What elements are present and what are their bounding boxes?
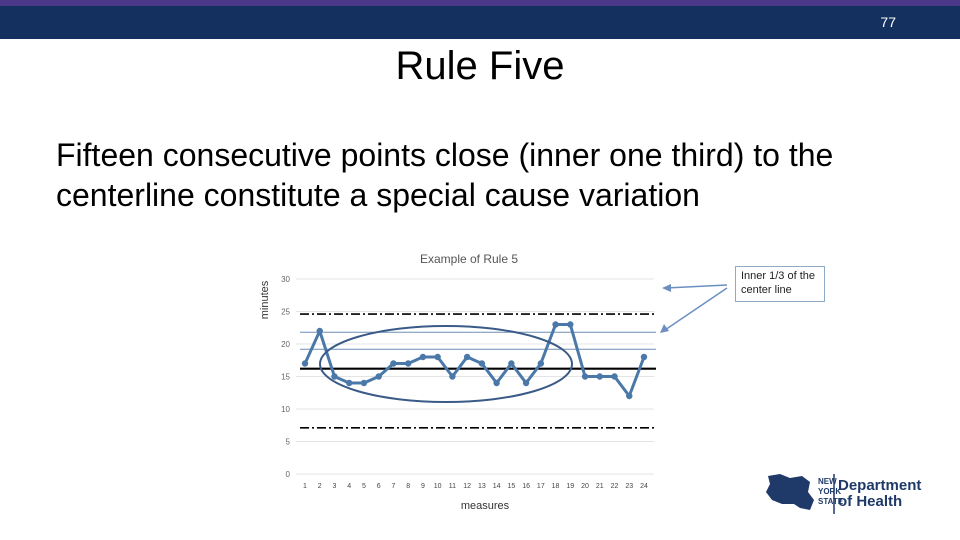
- x-tick-label: 13: [478, 483, 486, 490]
- data-point: [522, 379, 530, 387]
- x-tick-label: 21: [596, 483, 604, 490]
- series-line: [303, 323, 646, 398]
- x-tick-label: 5: [362, 483, 366, 490]
- data-point: [346, 379, 353, 387]
- x-tick-label: 11: [449, 483, 456, 490]
- x-tick-label: 15: [507, 483, 515, 490]
- data-point: [316, 327, 323, 335]
- y-tick-label: 10: [281, 405, 290, 414]
- x-tick-label: 9: [421, 483, 425, 490]
- data-point: [434, 353, 441, 361]
- data-point: [508, 360, 515, 367]
- x-tick-label: 8: [406, 483, 410, 490]
- data-point: [567, 321, 574, 328]
- x-tick-label: 23: [625, 483, 633, 490]
- nys-department-of-health-logo: NEW YORK STATE: [766, 474, 844, 514]
- x-tick-label: 4: [347, 483, 351, 490]
- data-point: [449, 373, 456, 380]
- highlight-ellipse: [319, 325, 573, 403]
- y-tick-label: 0: [286, 470, 291, 479]
- y-tick-label: 30: [281, 275, 290, 284]
- callout-arrow-lower: [661, 287, 728, 333]
- new-york-state-map-icon: [766, 474, 814, 510]
- y-tick-label: 5: [286, 438, 291, 447]
- x-tick-label: 1: [303, 483, 307, 490]
- data-point: [404, 360, 412, 367]
- data-point: [463, 353, 471, 361]
- x-tick-label: 22: [611, 483, 619, 490]
- x-axis-label: measures: [461, 500, 510, 512]
- x-tick-label: 2: [318, 483, 322, 490]
- data-point: [537, 360, 545, 367]
- y-tick-label: 20: [281, 340, 290, 349]
- chart-title: Example of Rule 5: [420, 252, 518, 266]
- y-tick-label: 15: [281, 373, 290, 382]
- x-tick-label: 12: [463, 483, 471, 490]
- x-tick-label: 17: [537, 483, 545, 490]
- slide-title: Rule Five: [395, 44, 565, 88]
- data-point: [640, 353, 648, 361]
- data-point: [626, 392, 633, 400]
- x-tick-label: 20: [581, 483, 589, 490]
- x-tick-label: 14: [493, 483, 501, 490]
- data-point: [390, 360, 397, 367]
- logo-york: YORK: [818, 487, 841, 496]
- x-tick-label: 18: [552, 483, 560, 490]
- inner-third-callout: Inner 1/3 of the center line: [735, 266, 825, 302]
- x-tick-label: 7: [391, 483, 395, 490]
- y-tick-label: 25: [281, 308, 290, 317]
- data-point: [419, 353, 427, 361]
- callout-arrowhead-upper: [662, 284, 671, 292]
- y-axis-label: minutes: [259, 280, 271, 319]
- data-point: [331, 373, 338, 380]
- logo-new: NEW: [818, 477, 837, 486]
- data-point: [611, 373, 618, 380]
- dept-line-1: Department: [838, 477, 922, 494]
- dept-line-2: of Health: [838, 493, 903, 510]
- data-point: [301, 360, 309, 367]
- x-tick-label: 19: [566, 483, 574, 490]
- callout-arrowhead-lower: [660, 324, 669, 333]
- x-tick-label: 16: [522, 483, 530, 490]
- department-of-health-text: Department of Health: [838, 478, 921, 510]
- slide-number: 77: [880, 14, 896, 30]
- data-point: [360, 379, 368, 387]
- top-accent-bar: [0, 0, 960, 6]
- data-point: [493, 379, 500, 387]
- data-point: [596, 373, 603, 380]
- logo-state: STATE: [818, 497, 844, 506]
- x-tick-label: 10: [434, 483, 442, 490]
- x-tick-label: 24: [640, 483, 648, 490]
- data-point: [552, 321, 559, 328]
- top-banner: 77: [0, 6, 960, 39]
- data-point: [478, 360, 486, 367]
- data-point: [581, 373, 589, 380]
- x-tick-label: 6: [377, 483, 381, 490]
- callout-arrow-upper: [665, 284, 728, 289]
- slide-body-text: Fifteen consecutive points close (inner …: [56, 137, 834, 213]
- data-point: [375, 373, 382, 380]
- x-tick-label: 3: [333, 483, 337, 490]
